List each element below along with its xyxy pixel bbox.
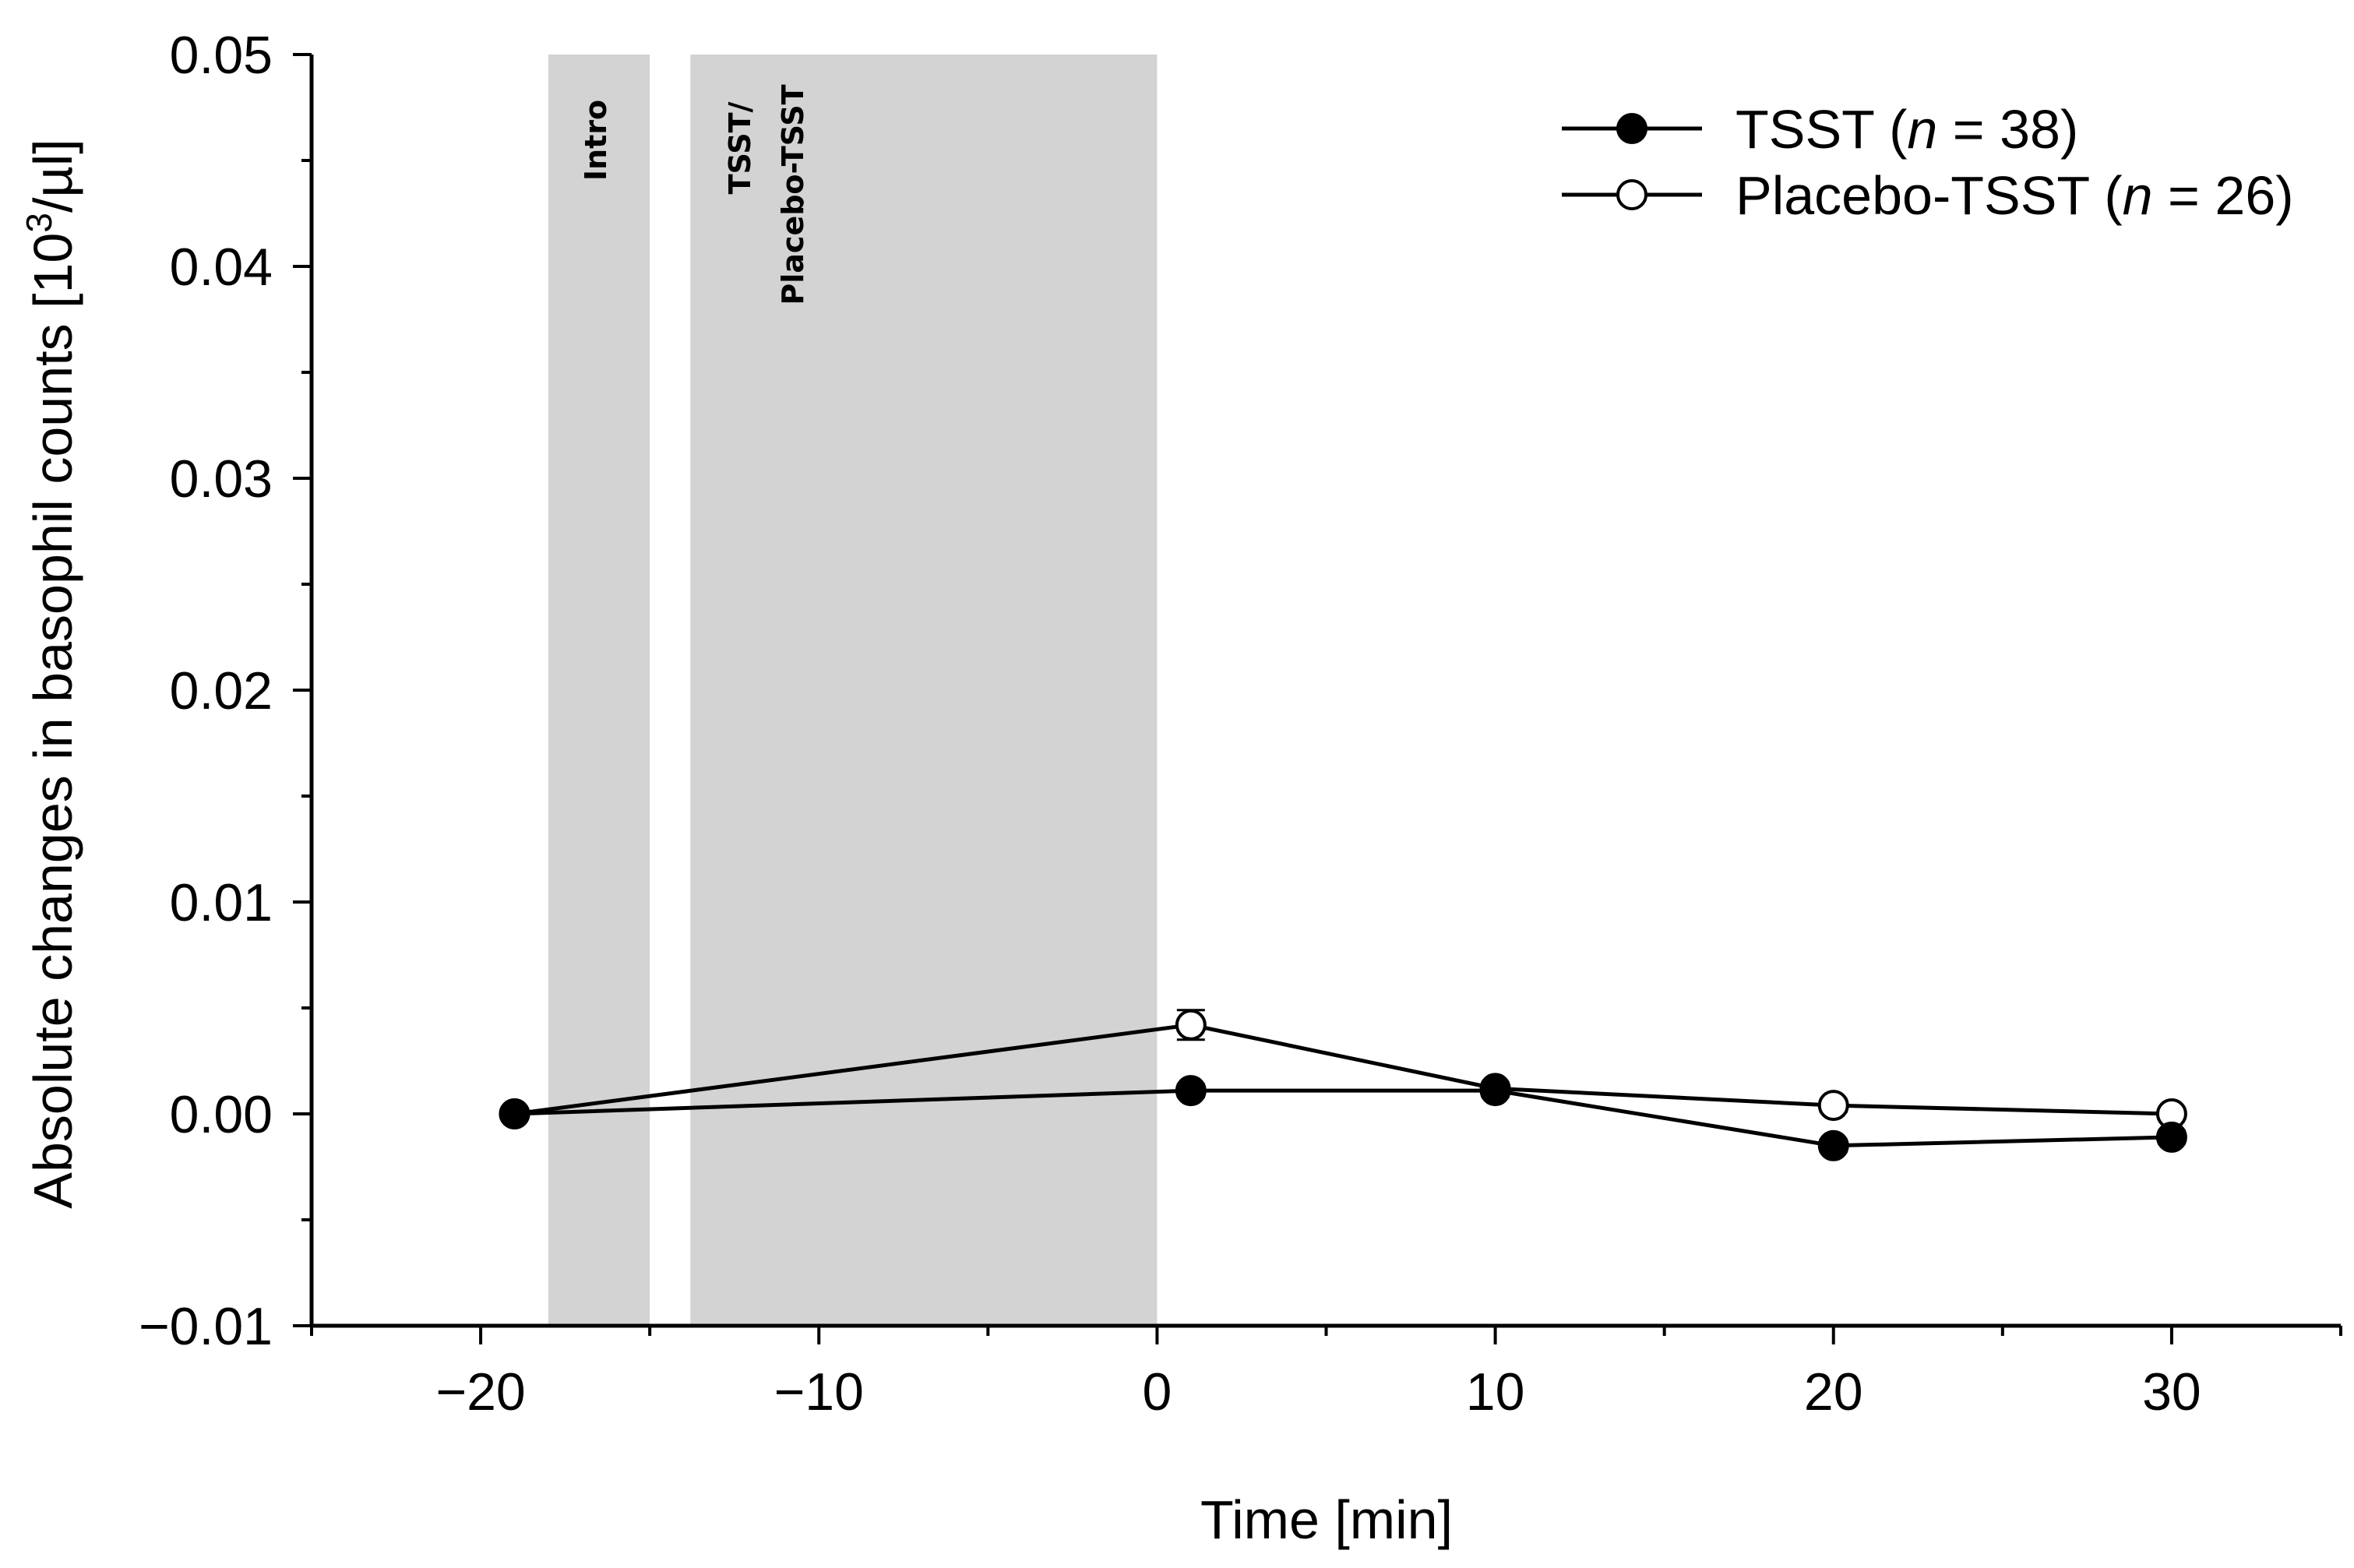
x-tick-label: −20 [435,1362,525,1422]
legend-tsst-suffix: = 38) [1937,99,2078,160]
shade-label-tsst-line2: Placebo-TSST [776,84,810,305]
data-point-tsst [1817,1129,1849,1161]
y-tick-label: 0.02 [170,661,273,721]
y-axis-title-sup: 3 [19,213,59,233]
y-axis-title: Absolute changes in basophil counts [103… [19,139,83,1208]
legend-marker-tsst [1616,113,1647,144]
legend-placebo-n: n [2123,165,2153,226]
shaded-region-1 [690,55,1158,1326]
shaded-region-labels: Intro TSST/ Placebo-TSST [579,84,810,305]
legend-label-placebo: Placebo-TSST (n = 26) [1736,165,2294,226]
shaded-region-0 [548,55,650,1326]
data-point-tsst [499,1098,530,1129]
legend-placebo-prefix: Placebo-TSST ( [1736,165,2123,226]
y-tick-label: 0.01 [170,873,273,932]
legend-tsst-prefix: TSST ( [1736,99,1907,160]
y-tick-label: 0.03 [170,449,273,509]
x-axis-title: Time [min] [1200,1489,1453,1550]
y-axis-title-main: Absolute changes in basophil counts [10 [23,233,83,1209]
y-tick-label: −0.01 [139,1297,273,1356]
data-point-placebo-tsst [1817,1090,1849,1122]
data-point-tsst [2155,1121,2187,1153]
y-axis-ticks: −0.01 0.00 0.01 0.02 0.03 0.04 0.05 [139,26,312,1356]
x-tick-label: 20 [1804,1362,1863,1422]
x-axis-ticks: −20 −10 0 10 20 30 [310,1326,2342,1422]
data-point-tsst [1479,1075,1511,1107]
data-point-placebo-tsst [1175,1009,1207,1041]
data-point-tsst [1175,1075,1207,1107]
shade-label-intro: Intro [579,100,613,181]
y-tick-label: 0.00 [170,1085,273,1144]
shaded-regions [548,55,1158,1326]
legend-tsst-n: n [1907,99,1937,160]
y-tick-label: 0.04 [170,238,273,297]
x-tick-label: −10 [774,1362,864,1422]
legend-label-tsst: TSST (n = 38) [1736,99,2078,160]
data-points [499,1009,2187,1161]
legend: TSST (n = 38) Placebo-TSST (n = 26) [1562,99,2294,226]
legend-placebo-suffix: = 26) [2153,165,2294,226]
shade-label-tsst-line1: TSST/ [723,102,757,195]
x-tick-label: 30 [2142,1362,2201,1422]
x-tick-label: 0 [1143,1362,1172,1422]
y-tick-label: 0.05 [170,26,273,85]
y-axis-title-unit: /µl] [23,139,83,213]
legend-marker-placebo [1616,179,1647,210]
x-tick-label: 10 [1466,1362,1525,1422]
